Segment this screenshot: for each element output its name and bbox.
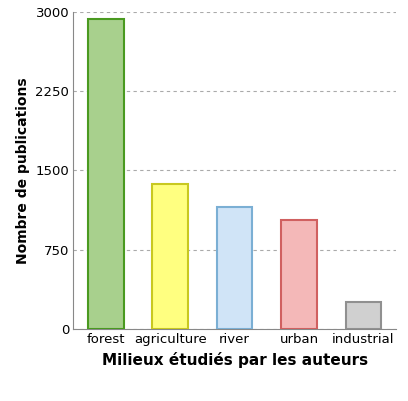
- Bar: [281, 220, 317, 329]
- Bar: [346, 302, 381, 329]
- Bar: [153, 184, 188, 329]
- Bar: [88, 19, 124, 329]
- Bar: [217, 207, 252, 329]
- X-axis label: Milieux étudiés par les auteurs: Milieux étudiés par les auteurs: [102, 352, 368, 368]
- Y-axis label: Nombre de publications: Nombre de publications: [16, 77, 30, 264]
